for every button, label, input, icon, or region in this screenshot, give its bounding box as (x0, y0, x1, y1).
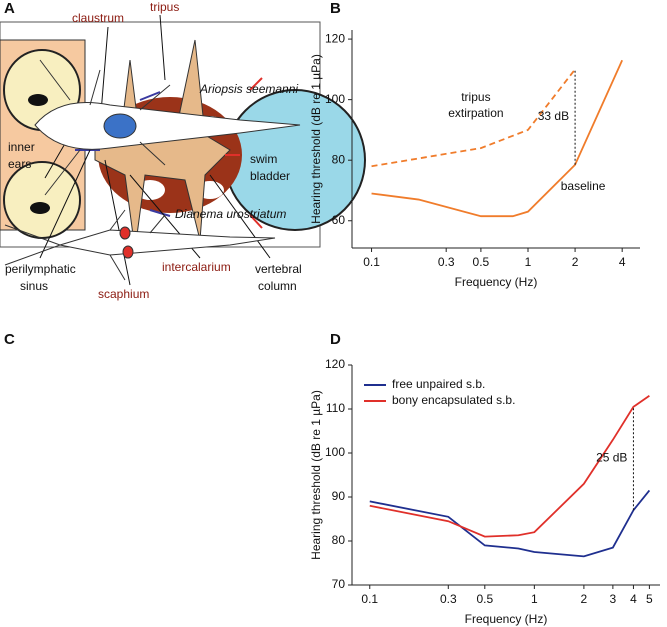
x-tick-label: 0.5 (473, 255, 490, 269)
species-label: Dianema urostriatum (175, 207, 286, 221)
y-tick-label: 100 (325, 92, 345, 106)
y-tick-label: 120 (325, 357, 345, 371)
series-line (369, 489, 651, 558)
label: inner (8, 140, 35, 154)
label: intercalarium (162, 260, 231, 274)
x-tick-label: 4 (619, 255, 626, 269)
fins (4, 209, 166, 281)
label: ears (8, 157, 31, 171)
label: scaphium (98, 287, 149, 301)
panel-label: B (330, 0, 341, 17)
x-tick-label: 0.1 (361, 592, 378, 606)
panel-label: C (4, 331, 15, 348)
x-tick-label: 1 (525, 255, 532, 269)
inner-ear (3, 161, 81, 239)
species-label: Ariopsis seemanni (199, 82, 298, 96)
y-tick-label: 80 (332, 152, 346, 166)
legend-label: free unpaired s.b. (392, 377, 485, 391)
x-tick-label: 5 (646, 592, 653, 606)
series-label: tripus extirpation (448, 90, 503, 120)
y-tick-label: 60 (332, 213, 346, 227)
y-tick-label: 80 (332, 533, 346, 547)
label: vertebral (255, 262, 302, 276)
x-tick-label: 0.3 (438, 255, 455, 269)
y-tick-label: 70 (332, 577, 346, 591)
swim-bladder (103, 113, 137, 139)
y-tick-label: 90 (332, 489, 346, 503)
x-axis-label: Frequency (Hz) (455, 275, 538, 289)
x-tick-label: 3 (610, 592, 617, 606)
annotation: 33 dB (538, 109, 569, 123)
fish (34, 102, 301, 150)
otolith (28, 94, 48, 106)
x-tick-label: 2 (572, 255, 579, 269)
x-tick-label: 2 (581, 592, 588, 606)
x-tick-label: 0.1 (363, 255, 380, 269)
y-axis-label: Hearing threshold (dB re 1 µPa) (309, 390, 323, 560)
x-tick-label: 0.5 (476, 592, 493, 606)
series-line (369, 395, 650, 538)
y-tick-label: 110 (326, 401, 345, 415)
swim-bladder (119, 226, 131, 240)
label: swim (250, 152, 277, 166)
x-tick-label: 1 (531, 592, 538, 606)
swim-bladder (122, 245, 134, 259)
series-label: baseline (561, 179, 606, 193)
leader-line (39, 14, 271, 286)
panel-label: D (330, 331, 341, 348)
legend-label: bony encapsulated s.b. (392, 393, 515, 407)
x-tick-label: 4 (630, 592, 637, 606)
label: sinus (20, 279, 48, 293)
series-line (371, 68, 576, 168)
label: tripus (150, 0, 179, 14)
arrow (139, 91, 171, 217)
label: column (258, 279, 297, 293)
label: perilymphatic (5, 262, 76, 276)
x-axis-label: Frequency (Hz) (465, 612, 548, 626)
vertebrae (94, 39, 231, 251)
fins (39, 59, 171, 196)
x-tick-label: 0.3 (440, 592, 457, 606)
fish-drawings (4, 59, 301, 281)
arrow (225, 77, 263, 229)
y-tick-label: 120 (325, 31, 345, 45)
y-axis-label: Hearing threshold (dB re 1 µPa) (309, 54, 323, 224)
panel-label: A (4, 0, 15, 17)
otolith (30, 202, 50, 214)
y-tick-label: 100 (325, 445, 345, 459)
annotation: 25 dB (596, 451, 627, 465)
label: claustrum (72, 11, 124, 25)
label: bladder (250, 169, 290, 183)
